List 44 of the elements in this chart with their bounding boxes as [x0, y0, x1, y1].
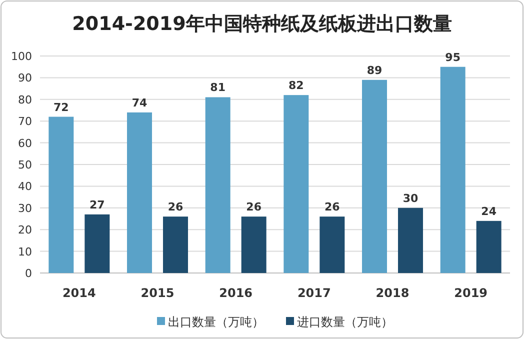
y-tick-label: 0	[25, 267, 32, 280]
y-tick-label: 20	[18, 224, 32, 237]
chart-title: 2014-2019年中国特种纸及纸板进出口数量	[72, 13, 452, 35]
x-tick-label: 2014	[62, 286, 96, 300]
x-tick-label: 2016	[219, 286, 253, 300]
data-label: 24	[481, 204, 497, 218]
bar	[241, 216, 266, 273]
y-tick-label: 10	[18, 245, 32, 258]
y-tick-label: 50	[18, 158, 32, 172]
data-label: 26	[246, 200, 262, 214]
data-label: 81	[210, 81, 226, 94]
x-tick-label: 2015	[140, 286, 174, 300]
data-label: 30	[402, 192, 418, 205]
bar	[476, 220, 502, 273]
x-tick-label: 2019	[454, 286, 488, 300]
data-label: 72	[54, 100, 69, 114]
y-tick-label: 100	[11, 50, 32, 63]
data-label: 26	[324, 200, 340, 214]
bar	[320, 216, 345, 273]
y-tick-label: 70	[18, 115, 32, 128]
bar	[398, 208, 423, 273]
bar	[205, 97, 230, 273]
legend-label: 进口数量（万吨）	[297, 315, 393, 329]
y-tick-label: 60	[18, 136, 32, 150]
bar	[127, 112, 152, 273]
y-tick-label: 80	[18, 93, 32, 106]
y-tick-label: 30	[18, 202, 32, 215]
legend-label: 出口数量（万吨）	[168, 315, 264, 329]
data-label: 82	[288, 79, 304, 92]
y-tick-label: 40	[18, 180, 32, 194]
data-label: 27	[90, 198, 105, 212]
data-label: 26	[168, 200, 184, 214]
bar	[48, 116, 74, 273]
data-label: 89	[366, 64, 382, 77]
x-tick-label: 2018	[376, 286, 410, 300]
x-tick-label: 2017	[297, 286, 331, 300]
data-label: 95	[445, 50, 460, 64]
bar	[440, 66, 466, 273]
y-tick-label: 90	[18, 72, 32, 85]
bar	[362, 80, 387, 273]
data-label: 74	[132, 96, 148, 110]
bar	[284, 95, 309, 273]
bar	[163, 216, 188, 273]
bar	[84, 214, 110, 273]
